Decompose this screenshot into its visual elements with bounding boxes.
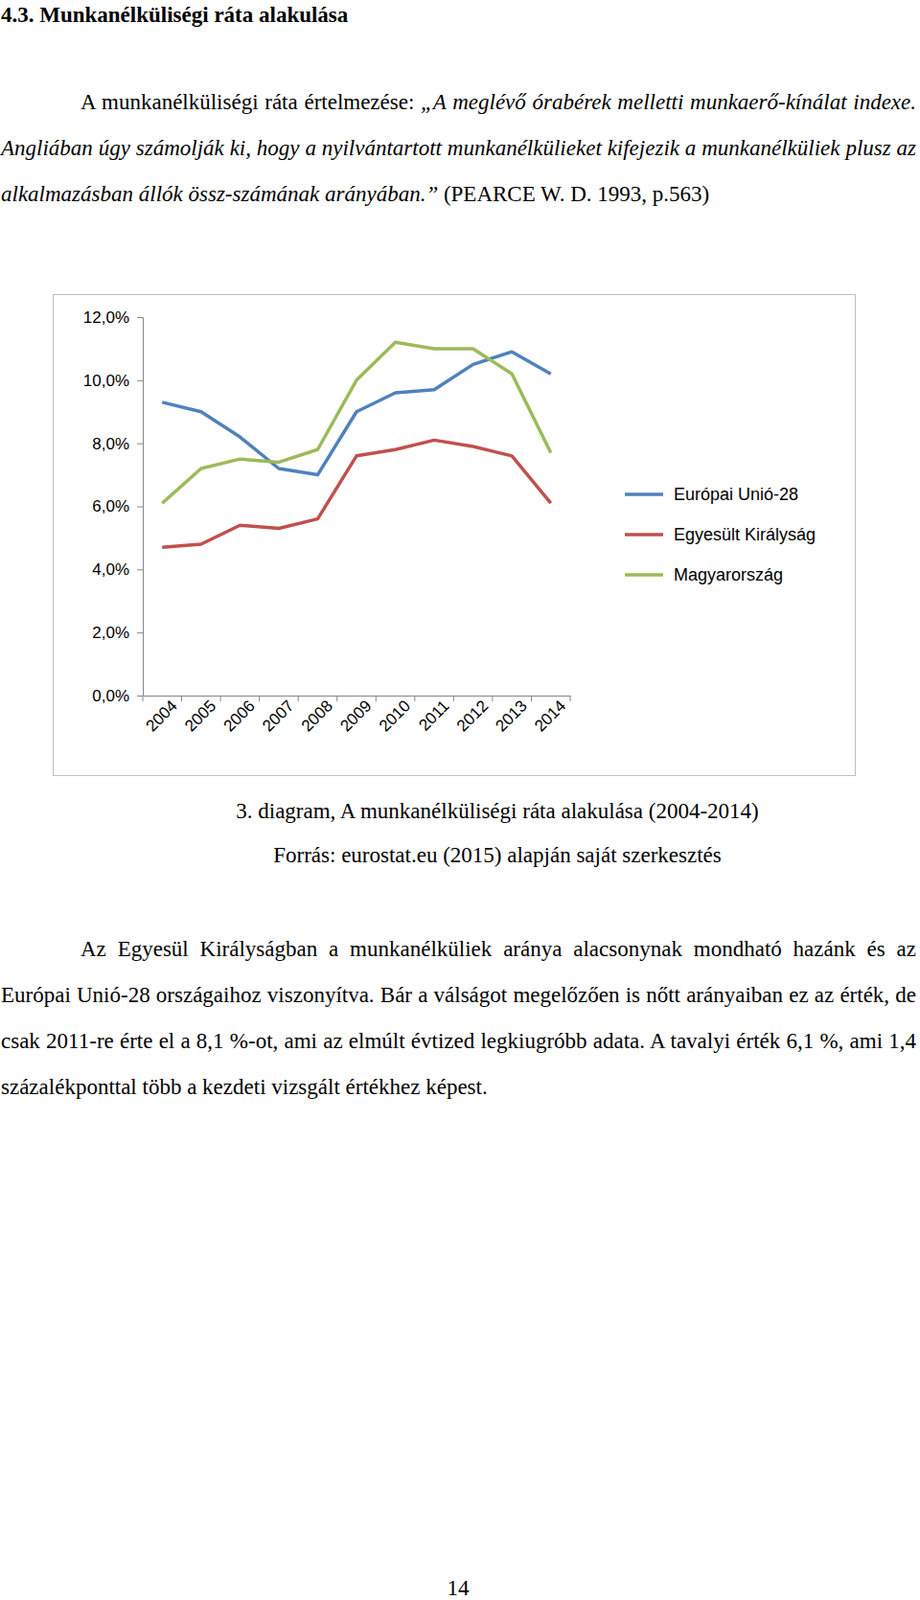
caption-source: Forrás: eurostat.eu (2015) alapján saját… (0, 832, 920, 879)
x-separator (375, 695, 377, 702)
x-separator (220, 695, 222, 702)
x-tick-label: 2012 (453, 696, 492, 736)
legend-label: Magyarország (673, 565, 783, 585)
x-tick-label: 2004 (142, 696, 182, 736)
y-tick-mark (137, 443, 143, 445)
x-tick-label: 2013 (492, 696, 531, 736)
x-tick-label: 2009 (336, 696, 375, 736)
x-separator (258, 695, 260, 702)
y-tick-label: 4,0% (92, 560, 130, 579)
legend-label: Egyesült Királyság (673, 525, 816, 545)
x-separator (298, 695, 299, 702)
x-separator (453, 695, 455, 702)
x-separator (181, 695, 183, 702)
heading: 4.3. Munkanélküliségi ráta alakulása (0, 0, 348, 39)
y-tick: 2,0% (92, 623, 143, 643)
y-tick-mark (137, 695, 143, 697)
caption-title: 3. diagram, A munkanélküliségi ráta alak… (0, 788, 920, 835)
x-tick: 2006 (220, 695, 259, 736)
y-axis-line (137, 318, 144, 697)
x-separator (491, 695, 493, 702)
chart-frame (53, 295, 856, 777)
plot-lines (161, 342, 551, 548)
y-tick: 6,0% (92, 497, 143, 516)
y-tick-mark (137, 569, 143, 571)
x-separator (142, 695, 144, 702)
x-tick-label: 2011 (414, 696, 453, 735)
x-tick: 2012 (453, 695, 492, 736)
legend-swatch (624, 573, 664, 577)
x-tick: 2008 (298, 695, 337, 736)
x-separator (336, 695, 338, 702)
x-tick-label: 2008 (298, 696, 337, 736)
x-tick: 2010 (375, 695, 414, 736)
series-line (161, 439, 551, 548)
y-axis: 0,0% 2,0% 4,0% 6,0% 8,0% 10,0% 12,0% (83, 308, 144, 706)
x-tick-label: 2005 (181, 696, 220, 736)
series-line (161, 342, 551, 504)
legend-swatch (624, 492, 664, 497)
y-tick-label: 2,0% (92, 623, 130, 643)
y-tick-label: 12,0% (83, 308, 130, 327)
y-tick: 0,0% (92, 687, 143, 706)
y-tick-mark (137, 506, 143, 508)
x-separator (414, 695, 415, 702)
y-tick-label: 0,0% (92, 687, 130, 706)
y-tick-label: 8,0% (92, 435, 130, 454)
y-tick: 10,0% (83, 371, 143, 391)
legend: Európai Unió-28 Egyesült Királyság Magyaro… (624, 484, 816, 585)
x-separators (142, 695, 571, 702)
x-tick: 2011 (414, 695, 453, 736)
x-axis: 2004200520062007200820092010201120122013… (142, 695, 572, 736)
chart: 0,0%2,0%4,0%6,0%8,0%10,0%12,0%2004200520… (52, 294, 856, 777)
citation: (PEARCE W. D. 1993, p.563) (443, 182, 710, 207)
x-tick-label: 2010 (375, 696, 414, 736)
y-tick-label: 6,0% (92, 497, 130, 516)
x-tick-label: 2006 (220, 696, 259, 736)
y-tick-label: 10,0% (83, 371, 130, 391)
y-tick-mark (137, 317, 143, 319)
y-tick-mark (137, 380, 143, 382)
legend-label: Európai Unió-28 (673, 484, 799, 505)
paragraph-lead: A munkanélküliségi ráta értelmezése: (80, 90, 414, 115)
x-separator (530, 695, 532, 702)
paragraph: A munkanélküliségi ráta értelmezése: „A … (0, 79, 917, 218)
x-tick: 2014 (530, 695, 570, 736)
x-tick: 2004 (142, 695, 182, 736)
x-tick: 2007 (258, 695, 298, 736)
x-axis-line (143, 695, 572, 697)
x-tick-label: 2014 (530, 696, 570, 736)
paragraph: Az Egyesül Királyságban a munkanélküliek… (0, 926, 917, 1111)
x-separator (570, 695, 572, 702)
x-tick: 2009 (336, 695, 375, 736)
y-tick: 4,0% (92, 560, 143, 579)
y-tick-mark (137, 632, 143, 634)
x-tick: 2013 (492, 695, 531, 736)
x-tick-label: 2007 (258, 696, 298, 736)
page-number: 14 (0, 1565, 917, 1600)
x-tick: 2005 (181, 695, 220, 736)
legend-swatch (624, 532, 664, 537)
y-tick: 12,0% (83, 308, 143, 327)
y-tick: 8,0% (92, 435, 143, 454)
